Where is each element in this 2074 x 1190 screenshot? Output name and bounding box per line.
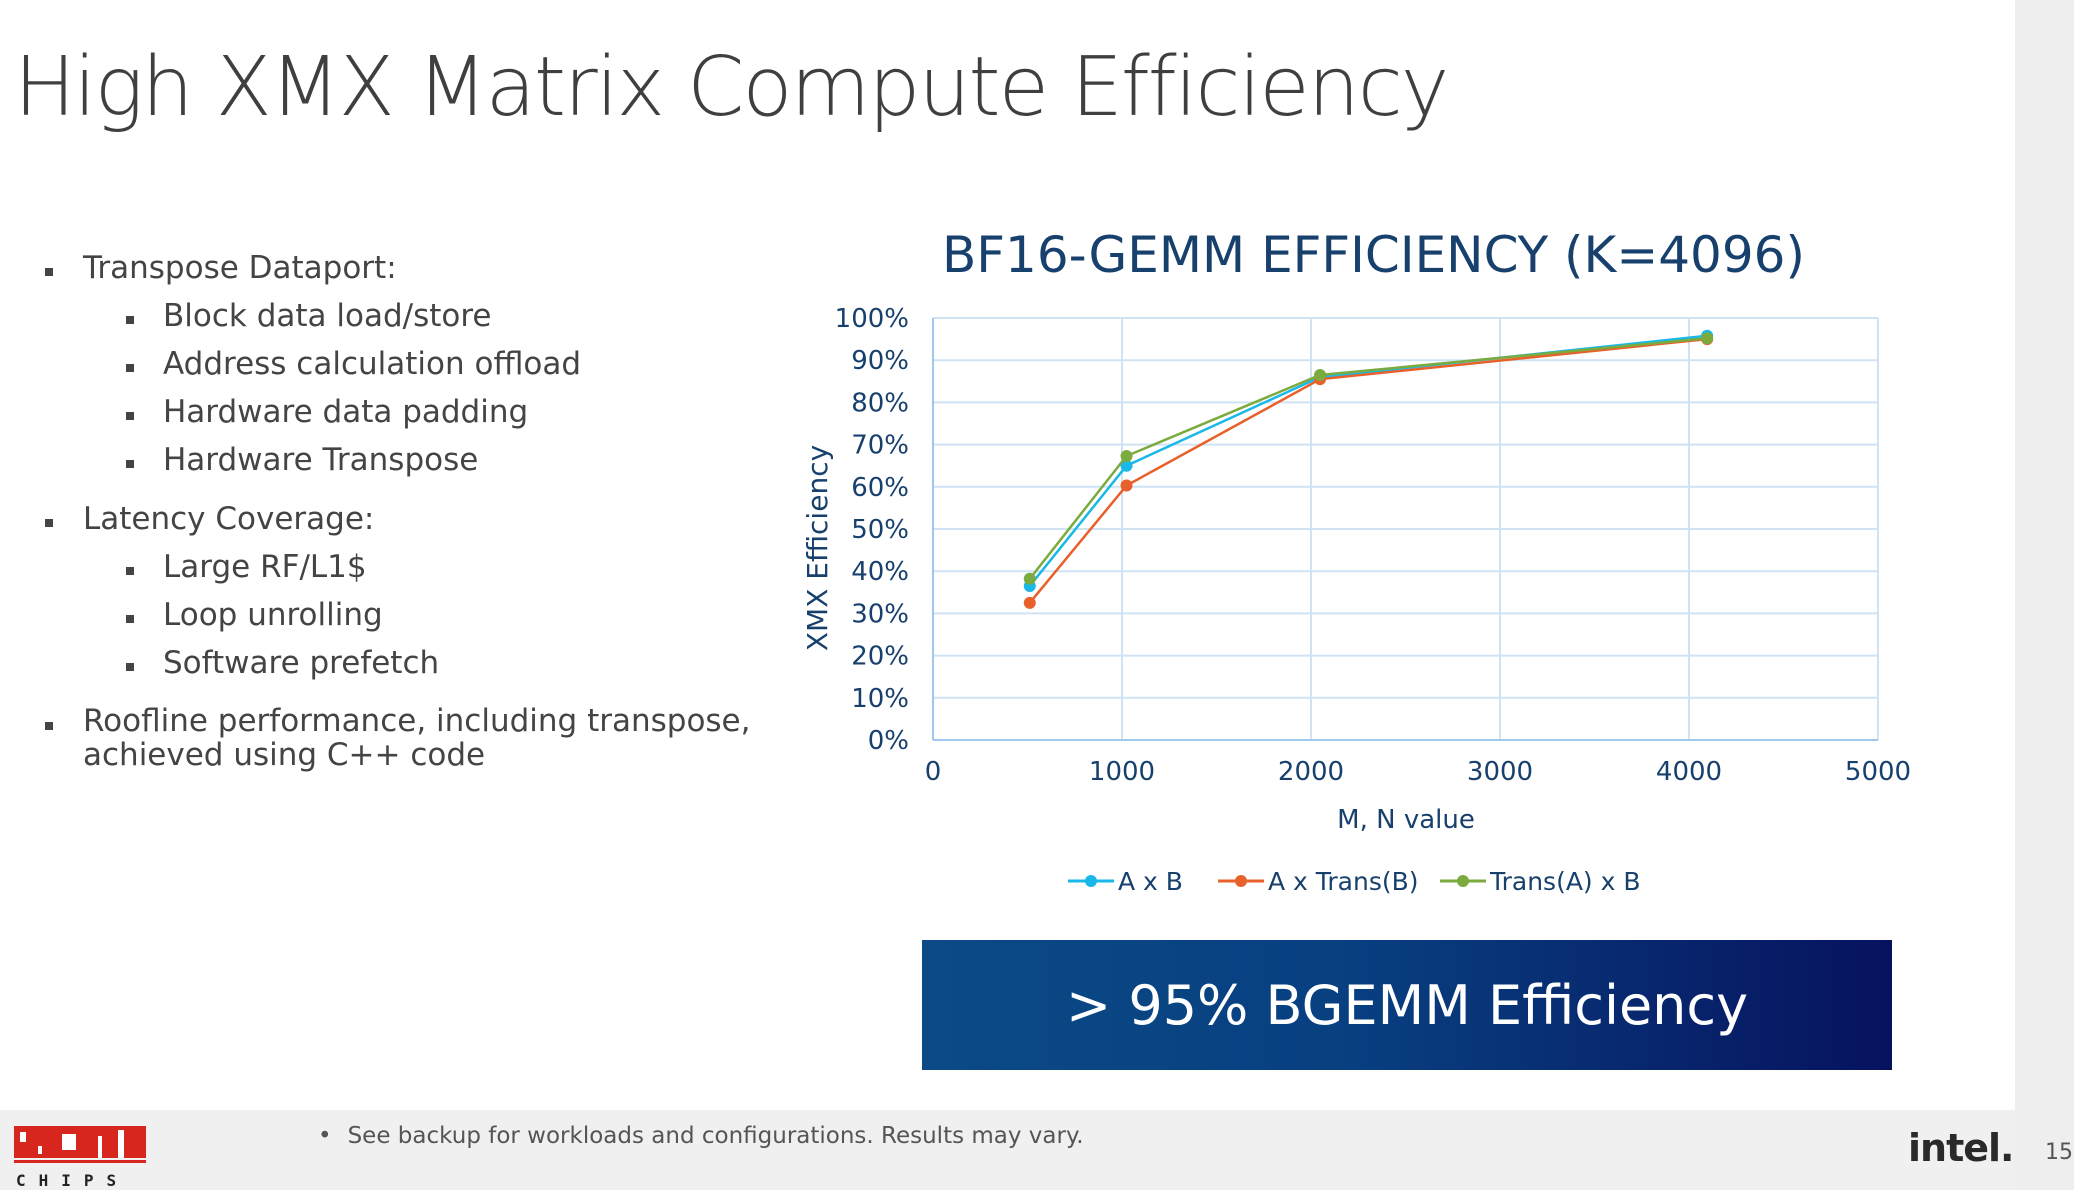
- data-point: [1120, 449, 1133, 462]
- series-line: [1028, 337, 1708, 604]
- chart-legend: A x B A x Trans(B) Trans(A) x B: [1068, 867, 1641, 896]
- y-tick-label: 30%: [851, 599, 909, 629]
- sub-bullet: Loop unrolling: [40, 597, 740, 633]
- sub-bullet: Address calculation offload: [40, 346, 740, 382]
- chart-title: BF16-GEMM EFFICIENCY (K=4096): [942, 226, 1805, 284]
- callout-text: > 95% BGEMM Efficiency: [1065, 973, 1749, 1037]
- x-axis-label: M, N value: [1337, 805, 1475, 835]
- x-tick-label: 2000: [1278, 757, 1344, 787]
- y-tick-label: 20%: [851, 642, 909, 672]
- efficiency-chart: 0% 10% 20% 30% 40% 50% 60% 70% 80% 90% 100% 0 1000 2…: [801, 304, 1911, 896]
- y-tick-label: 40%: [851, 557, 909, 587]
- y-tick-label: 50%: [851, 515, 909, 545]
- data-point: [1701, 332, 1714, 345]
- x-tick-label: 4000: [1656, 757, 1722, 787]
- footer-band: [0, 1110, 2015, 1190]
- legend-marker: [1085, 875, 1097, 887]
- y-tick-labels: 0% 10% 20% 30% 40% 50% 60% 70% 80% 90% 100%: [835, 304, 909, 756]
- y-tick-label: 70%: [851, 431, 909, 461]
- legend-marker: [1235, 875, 1247, 887]
- page-number: 15: [2045, 1140, 2073, 1165]
- sub-bullet: Hardware Transpose: [40, 442, 740, 478]
- x-tick-label: 5000: [1845, 757, 1911, 787]
- sub-bullet: Large RF/L1$: [40, 549, 740, 585]
- legend-label: A x B: [1118, 867, 1183, 896]
- data-point: [1023, 572, 1036, 585]
- legend-label: Trans(A) x B: [1489, 867, 1641, 896]
- y-tick-label: 80%: [851, 388, 909, 418]
- hot-chips-logo: CHIPS: [14, 1126, 146, 1188]
- y-tick-label: 60%: [851, 473, 909, 503]
- intel-logo: intel.: [1908, 1126, 2014, 1170]
- footnote: See backup for workloads and configurati…: [318, 1123, 1084, 1149]
- slide-title: High XMX Matrix Compute Efficiency: [14, 40, 1449, 135]
- legend-marker: [1457, 875, 1469, 887]
- bullet-latency-coverage: Latency Coverage:: [40, 501, 740, 537]
- y-tick-label: 10%: [851, 684, 909, 714]
- chart-series: [1023, 329, 1714, 609]
- data-point: [1314, 368, 1327, 381]
- data-point: [1120, 459, 1133, 472]
- bullet-list: Transpose Dataport: Block data load/stor…: [40, 250, 750, 772]
- x-tick-label: 3000: [1467, 757, 1533, 787]
- x-tick-labels: 0 1000 2000 3000 4000 5000: [925, 757, 1911, 787]
- legend-label: A x Trans(B): [1268, 867, 1419, 896]
- x-tick-label: 0: [925, 757, 942, 787]
- y-tick-label: 90%: [851, 346, 909, 376]
- svg-text:CHIPS: CHIPS: [16, 1171, 129, 1188]
- y-tick-label: 100%: [835, 304, 909, 334]
- x-tick-label: 1000: [1089, 757, 1155, 787]
- bullet-roofline: Roofline performance, including transpos…: [40, 704, 763, 772]
- sub-bullet: Hardware data padding: [40, 394, 740, 430]
- y-axis-label: XMX Efficiency: [801, 445, 834, 651]
- y-tick-label: 0%: [868, 726, 909, 756]
- series-line: [1028, 337, 1708, 580]
- efficiency-callout: > 95% BGEMM Efficiency: [922, 940, 1892, 1070]
- bullet-transpose-dataport: Transpose Dataport:: [40, 250, 740, 286]
- right-margin-strip: [2015, 0, 2074, 1190]
- data-point: [1023, 596, 1036, 609]
- sub-bullet: Block data load/store: [40, 298, 740, 334]
- data-point: [1120, 479, 1133, 492]
- sub-bullet: Software prefetch: [40, 645, 740, 681]
